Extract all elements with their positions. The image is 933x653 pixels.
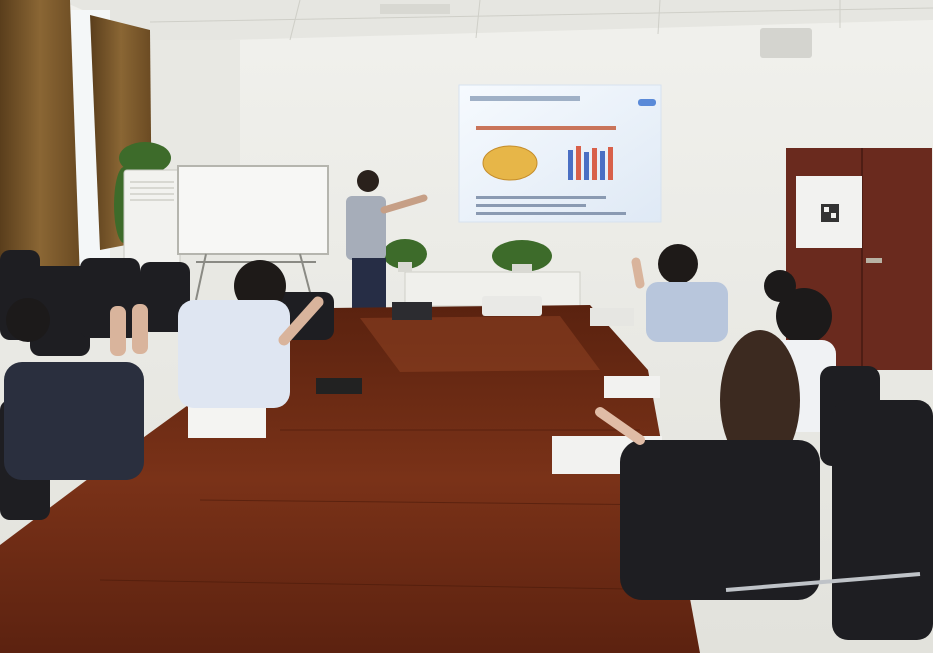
paper-right — [604, 376, 660, 398]
attendee-left-middle — [178, 260, 324, 408]
door-handle — [866, 258, 882, 263]
table-wood-grain — [99, 429, 691, 591]
slide-badge — [638, 99, 656, 106]
attendee-right-near — [595, 330, 820, 600]
papers-far-right — [590, 308, 634, 326]
potted-plant-right — [492, 240, 552, 273]
laptop — [392, 302, 432, 320]
ceiling — [60, 0, 933, 40]
slide-pie-chart — [482, 145, 538, 181]
whiteboard — [177, 165, 329, 255]
conference-table — [0, 305, 700, 653]
table-reflection — [360, 316, 600, 372]
attendee-right-far — [631, 244, 728, 342]
wall-camera — [760, 28, 812, 58]
chairs-right — [725, 366, 933, 640]
potted-plant-left — [383, 239, 427, 272]
slide-text-lines — [476, 196, 626, 215]
ceiling-grid — [149, 0, 933, 41]
curtain-left — [0, 0, 80, 300]
phone-left — [316, 378, 362, 394]
slide-bar-chart — [568, 146, 613, 180]
attendee-left-near — [4, 298, 148, 480]
ceiling-vent — [380, 4, 450, 14]
slide-line — [476, 126, 616, 130]
air-conditioner-vents — [130, 181, 174, 201]
slide-title-bar — [470, 96, 580, 101]
projector — [482, 296, 542, 316]
qr-code-icon — [821, 204, 839, 222]
